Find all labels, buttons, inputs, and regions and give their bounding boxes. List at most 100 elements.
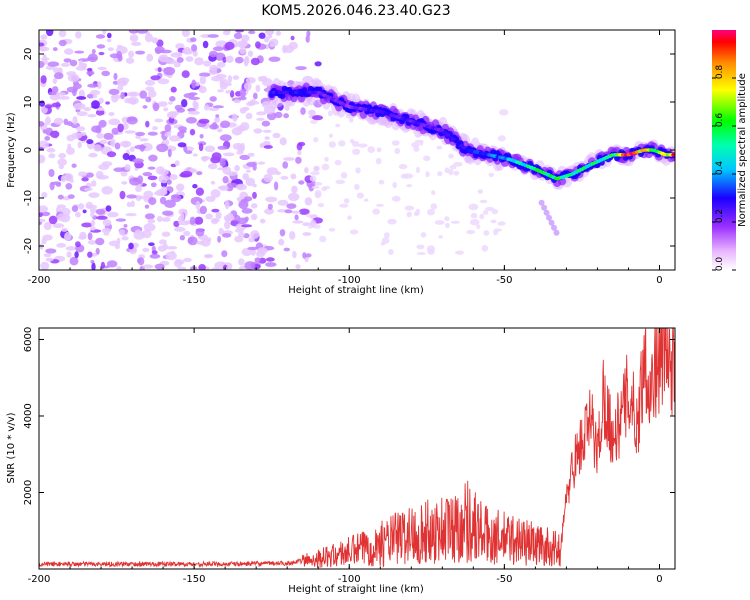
spectrogram-noise-blob <box>448 169 454 176</box>
spectrogram-noise-blob <box>95 34 106 39</box>
spectrogram-noise-blob <box>135 185 143 193</box>
spectrogram-noise-blob <box>64 173 74 182</box>
spectrogram-noise-blob <box>78 89 85 99</box>
spectrogram-noise-blob <box>58 96 70 100</box>
spectrogram-panel: -200 -150 -100 -50 0 20 10 0 -10 -20 Height of s… <box>6 29 676 296</box>
spectrogram-noise-blob <box>150 75 161 81</box>
spectrogram-noise-blob <box>107 47 114 52</box>
spectrogram-noise-blob <box>272 132 281 139</box>
spectrogram-secondary-branch <box>546 214 552 221</box>
spectrogram-noise-blob <box>198 118 210 124</box>
spectrogram-noise-blob <box>170 194 182 203</box>
spectrogram-noise-blob <box>248 30 256 35</box>
spectrogram-noise-blob <box>275 171 281 176</box>
spectrogram-noise-blob <box>292 250 297 259</box>
spectrogram-noise-blob <box>82 63 87 71</box>
spectrogram-noise-blob <box>242 173 249 181</box>
spectrogram-noise-blob <box>411 142 420 148</box>
spectrogram-noise-blob <box>39 147 44 151</box>
spectrogram-noise-blob <box>64 231 72 241</box>
spectrogram-noise-blob <box>219 134 232 142</box>
spectrogram-noise-blob <box>420 232 427 238</box>
snr-y-tick-label: 6000 <box>23 327 34 352</box>
spectrogram-noise-blob <box>438 235 443 239</box>
snr-x-tick-label: -150 <box>183 574 206 585</box>
spectrogram-noise-blob <box>107 211 119 218</box>
spectrogram-noise-blob <box>237 217 248 225</box>
spectrogram-noise-blob <box>145 120 150 128</box>
spectrogram-noise-blob <box>335 179 346 185</box>
spectrogram-noise-blob <box>124 98 134 104</box>
spectrogram-noise-blob <box>67 143 72 150</box>
spectrogram-noise-blob <box>111 127 119 135</box>
spectrogram-noise-blob <box>209 123 219 130</box>
spectrogram-noise-blob <box>61 227 68 232</box>
spectrogram-noise-blob <box>85 172 94 178</box>
spectrogram-noise-blob <box>375 157 382 165</box>
spectrogram-noise-blob <box>398 163 408 170</box>
spectrogram-noise-blob <box>314 61 322 67</box>
spectrogram-noise-blob <box>95 109 105 116</box>
spectrogram-noise-blob <box>177 142 187 148</box>
spectrogram-noise-blob <box>284 209 293 214</box>
spectrogram-noise-blob <box>221 250 228 258</box>
spectrogram-noise-blob <box>192 184 198 189</box>
spectrogram-noise-blob <box>180 170 193 178</box>
spectrogram-noise-blob <box>261 120 271 127</box>
spectrogram-noise-blob <box>151 37 159 44</box>
spectrogram-noise-blob <box>185 56 194 62</box>
spectrogram-noise-blob <box>47 61 60 67</box>
spectrogram-noise-blob <box>51 102 61 108</box>
spectrogram-noise-blob <box>167 148 172 158</box>
spectrogram-noise-blob <box>88 192 100 199</box>
spectrogram-noise-blob <box>224 220 231 230</box>
spectrogram-noise-blob <box>91 125 101 133</box>
spectrogram-noise-blob <box>150 182 157 188</box>
spectrogram-noise-blob <box>265 196 278 203</box>
spectrogram-noise-blob <box>105 101 110 105</box>
spectrogram-noise-blob <box>238 258 245 266</box>
spectrogram-noise-blob <box>195 187 204 196</box>
spectrogram-noise-blob <box>163 107 169 112</box>
spectrogram-noise-blob <box>117 123 124 133</box>
colorbar-gradient <box>712 30 736 270</box>
spectrogram-noise-blob <box>479 213 485 220</box>
spectrogram-noise-blob <box>223 214 235 222</box>
spectrogram-noise-blob <box>52 78 58 84</box>
spectrogram-noise-blob <box>161 231 171 237</box>
spectrogram-noise-blob <box>48 153 56 159</box>
spectrogram-noise-blob <box>297 150 302 156</box>
spectrogram-noise-blob <box>217 89 224 93</box>
spectrogram-noise-blob <box>116 237 121 244</box>
spectrogram-noise-blob <box>58 30 67 38</box>
spectrogram-y-tick-label: 10 <box>23 96 34 109</box>
spectrogram-noise-blob <box>188 92 198 96</box>
spectrogram-noise-blob <box>259 143 264 148</box>
spectrogram-noise-blob <box>147 131 158 136</box>
spectrogram-noise-blob <box>334 159 342 166</box>
spectrogram-noise-blob <box>205 213 213 220</box>
spectrogram-noise-blob <box>157 78 170 85</box>
spectrogram-noise-blob <box>436 145 443 150</box>
spectrogram-noise-blob <box>78 171 88 177</box>
spectrogram-noise-blob <box>250 203 258 209</box>
spectrogram-noise-blob <box>105 205 112 212</box>
spectrogram-noise-blob <box>67 194 75 199</box>
spectrogram-noise-blob <box>210 218 221 223</box>
spectrogram-noise-blob <box>115 218 127 222</box>
spectrogram-noise-blob <box>485 206 495 212</box>
spectrogram-noise-blob <box>283 247 290 252</box>
spectrogram-noise-blob <box>212 46 224 51</box>
spectrogram-noise-blob <box>283 113 289 119</box>
spectrogram-noise-blob <box>339 203 349 208</box>
spectrogram-noise-blob <box>434 220 445 225</box>
spectrogram-noise-blob <box>246 169 251 173</box>
spectrogram-noise-blob <box>96 107 105 111</box>
spectrogram-noise-blob <box>77 141 82 149</box>
snr-panel: -200 -150 -100 -50 0 2000 4000 6000 Height of … <box>6 327 676 595</box>
spectrogram-noise-blob <box>123 141 129 148</box>
spectrogram-noise-blob <box>384 232 390 239</box>
spectrogram-noise-blob <box>234 56 244 64</box>
spectrogram-noise-blob <box>468 203 479 211</box>
spectrogram-noise-blob <box>308 109 316 116</box>
